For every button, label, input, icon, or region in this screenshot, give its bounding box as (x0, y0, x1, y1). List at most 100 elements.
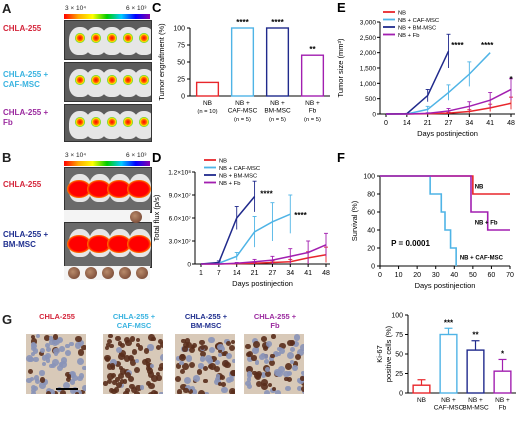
bioluminescence-signal (107, 75, 117, 85)
significance-marker: ** (472, 331, 479, 340)
panel-g-letter: G (2, 312, 13, 327)
x-tick-label: 21 (251, 270, 259, 277)
y-axis-label-line: Tumor engraftment (%) (157, 23, 166, 101)
panel-a-row3-label: CHLA-255 + Fb (3, 108, 61, 128)
cell-nucleus (214, 366, 220, 372)
x-category-label-line: BM-MSC (462, 405, 489, 412)
p-value-label: P = 0.0001 (391, 239, 430, 248)
cell-nucleus (77, 375, 83, 382)
significance-marker: **** (451, 41, 464, 50)
x-tick-label: 34 (286, 270, 294, 277)
cell-nucleus (129, 336, 135, 342)
cell-nucleus (147, 368, 153, 374)
cell-nucleus (214, 360, 220, 365)
x-tick-label: 48 (322, 270, 330, 277)
cell-nucleus (135, 359, 140, 364)
curve-label: NB + Fb (475, 221, 498, 227)
cell-nucleus (32, 386, 39, 392)
cell-nucleus (119, 368, 126, 375)
cell-nucleus (256, 381, 263, 388)
excised-tumor (85, 267, 97, 279)
x-category-label-line: CAF-MSC (228, 108, 258, 115)
cell-nucleus (52, 359, 59, 366)
cell-nucleus (258, 353, 265, 360)
cell-nucleus (275, 389, 282, 394)
cell-nucleus (208, 336, 215, 344)
series-line (200, 196, 256, 265)
cell-nucleus (218, 381, 223, 386)
x-tick-label: 40 (450, 272, 458, 279)
cell-nucleus (107, 372, 115, 380)
y-tick-label: 3,000 (360, 20, 377, 27)
ihc-label: CHLA-255 (22, 312, 92, 321)
cell-nucleus (225, 352, 232, 359)
y-tick-label: 60 (367, 210, 375, 217)
bioluminescence-signal (87, 180, 111, 198)
cell-nucleus (199, 356, 206, 362)
cell-nucleus (295, 354, 302, 361)
cell-nucleus (49, 340, 54, 345)
cell-nucleus (28, 356, 34, 363)
x-axis-label: Days postinjection (232, 279, 293, 288)
cell-nucleus (271, 334, 276, 339)
y-tick-label: 2,000 (360, 50, 377, 57)
panel-a-row2-label: CHLA-255 + CAF-MSC (3, 70, 61, 90)
cell-nucleus (268, 359, 276, 367)
cell-nucleus (40, 348, 46, 354)
chart-c-svg: C 0 25 50 75 100 Tumor engraftment (%) NB (n = 1… (152, 0, 330, 123)
survival-curve (380, 175, 510, 231)
legend-label: NB + CAF-MSC (219, 166, 260, 172)
x-tick-label: 70 (506, 272, 514, 279)
cell-nucleus (245, 343, 251, 350)
y-tick-label: 50 (395, 352, 403, 359)
x-category-label: NB (417, 397, 426, 404)
panel-b-row2-label: CHLA-255 + BM-MSC (3, 230, 61, 250)
cell-nucleus (34, 378, 40, 384)
cell-nucleus (286, 377, 292, 383)
cell-nucleus (264, 358, 270, 365)
cell-nucleus (215, 377, 220, 382)
x-tick-label: 41 (486, 120, 494, 127)
y-axis-label-line: Ki-67 (375, 345, 384, 363)
cell-nucleus (54, 339, 61, 346)
cell-nucleus (287, 339, 294, 347)
cell-nucleus (125, 387, 131, 393)
y-tick-label: 100 (173, 26, 185, 33)
chart-d-svg: D 0 3.0×10⁷ 6.0×10⁷ 9.0×10⁷ 1.2×10⁸ 1 7 14 21 27 34… (152, 150, 330, 288)
x-category-label-line: Fb (309, 108, 317, 115)
cell-nucleus (105, 343, 110, 348)
row-label-line: CAF-MSC (3, 80, 40, 89)
panel-a-colorbar-right: 6 × 10³ (126, 5, 147, 12)
excised-tumor (136, 267, 148, 279)
cell-nucleus (69, 341, 74, 347)
cell-nucleus (35, 334, 40, 339)
cell-nucleus (45, 358, 51, 363)
x-axis-label: Days postinjection (415, 281, 476, 290)
cell-nucleus (200, 344, 206, 350)
cell-nucleus (69, 371, 76, 378)
x-category-label: NB + CAF-MSC (434, 397, 464, 412)
bioluminescence-signal (123, 33, 133, 43)
cell-nucleus (286, 371, 292, 377)
cell-nucleus (209, 346, 216, 353)
cell-nucleus (62, 382, 70, 390)
cell-nucleus (155, 345, 161, 351)
cell-nucleus (65, 376, 71, 382)
cell-nucleus (221, 351, 226, 357)
y-tick-label: 3.0×10⁷ (169, 239, 192, 246)
cell-nucleus (108, 334, 113, 339)
bar (265, 27, 290, 97)
bioluminescence-signal (123, 117, 133, 127)
cell-nucleus (146, 366, 152, 371)
cell-nucleus (265, 371, 272, 378)
cell-nucleus (67, 374, 72, 379)
cell-nucleus (110, 358, 118, 366)
x-tick-label: 20 (413, 272, 421, 279)
x-category-label: NB + BM-MSC (264, 100, 291, 115)
cell-nucleus (262, 341, 269, 349)
excised-tumor (68, 267, 80, 279)
cell-nucleus (203, 391, 209, 394)
cell-nucleus (48, 335, 54, 341)
cell-nucleus (124, 339, 132, 347)
x-tick-label: 41 (304, 270, 312, 277)
